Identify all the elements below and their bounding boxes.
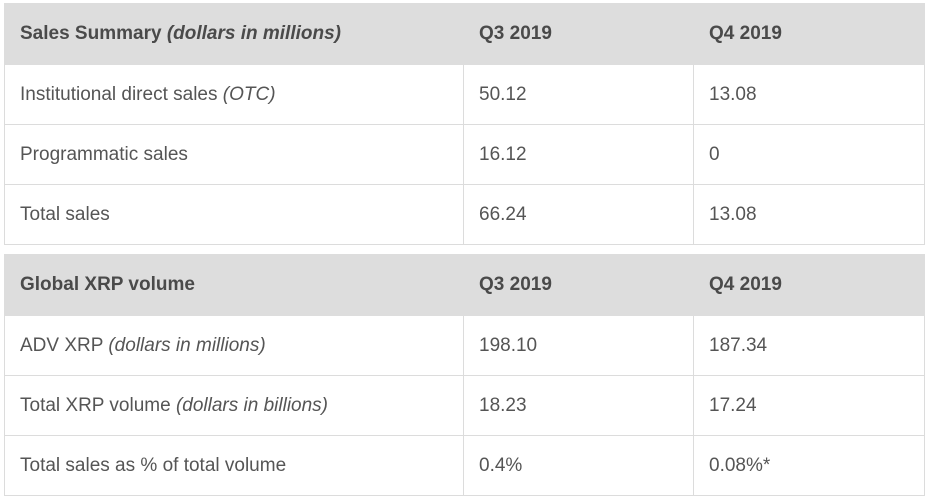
row-label-note: (OTC) [222,83,276,105]
row-label: Programmatic sales [20,143,188,165]
row-label-cell: ADV XRP (dollars in millions) [4,315,464,376]
row-q4-value: 13.08 [693,184,925,245]
row-q4-value: 0 [693,124,925,185]
sales-summary-unit-note: (dollars in millions) [166,23,341,44]
sales-summary-header-label: Sales Summary (dollars in millions) [4,3,464,65]
sales-summary-header-q4: Q4 2019 [693,3,925,65]
row-label-note: (dollars in billions) [175,394,329,416]
sales-summary-table: Sales Summary (dollars in millions) Q3 2… [4,3,925,245]
row-label-cell: Total sales [4,184,464,245]
table-row: ADV XRP (dollars in millions) 198.10 187… [4,315,925,376]
row-q3-value: 0.4% [463,435,694,496]
xrp-volume-header-q3: Q3 2019 [463,254,694,316]
xrp-volume-table: Global XRP volume Q3 2019 Q4 2019 ADV XR… [4,254,925,496]
row-label: Total XRP volume [20,394,171,416]
row-label-cell: Total XRP volume (dollars in billions) [4,375,464,436]
row-label-cell: Programmatic sales [4,124,464,185]
sales-summary-header-q3: Q3 2019 [463,3,694,65]
row-label: Total sales [20,203,110,225]
row-q4-value: 187.34 [693,315,925,376]
row-q3-value: 50.12 [463,64,694,125]
xrp-volume-header-q4: Q4 2019 [693,254,925,316]
row-label: Total sales as % of total volume [20,454,287,476]
row-label: ADV XRP [20,334,104,356]
row-label-cell: Institutional direct sales (OTC) [4,64,464,125]
table-row: Programmatic sales 16.12 0 [4,124,925,185]
xrp-volume-header-row: Global XRP volume Q3 2019 Q4 2019 [4,254,925,316]
row-q4-value: 17.24 [693,375,925,436]
row-q3-value: 18.23 [463,375,694,436]
row-q4-value: 13.08 [693,64,925,125]
table-row: Total XRP volume (dollars in billions) 1… [4,375,925,436]
row-q3-value: 16.12 [463,124,694,185]
table-row: Institutional direct sales (OTC) 50.12 1… [4,64,925,125]
row-q3-value: 198.10 [463,315,694,376]
row-q4-value: 0.08%* [693,435,925,496]
row-q3-value: 66.24 [463,184,694,245]
xrp-volume-header-label: Global XRP volume [4,254,464,316]
sales-summary-header-row: Sales Summary (dollars in millions) Q3 2… [4,3,925,65]
row-label: Institutional direct sales [20,83,218,105]
row-label-note: (dollars in millions) [108,334,266,356]
row-label-cell: Total sales as % of total volume [4,435,464,496]
table-row: Total sales 66.24 13.08 [4,184,925,245]
table-row: Total sales as % of total volume 0.4% 0.… [4,435,925,496]
sales-summary-title: Sales Summary [20,23,162,44]
